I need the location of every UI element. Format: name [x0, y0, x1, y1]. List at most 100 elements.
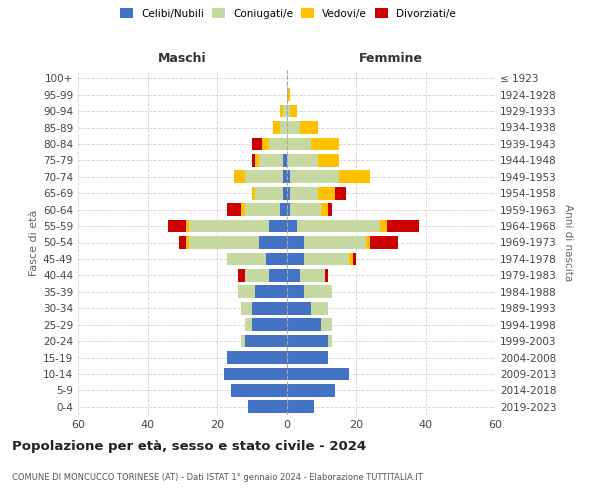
Bar: [252, 302, 287, 314]
Bar: [189, 236, 259, 249]
Bar: [287, 334, 328, 347]
Bar: [245, 334, 287, 347]
Bar: [287, 318, 321, 331]
Bar: [287, 286, 304, 298]
Bar: [241, 203, 245, 216]
Bar: [245, 170, 283, 183]
Bar: [272, 121, 280, 134]
Bar: [259, 236, 287, 249]
Bar: [283, 104, 287, 118]
Bar: [290, 187, 318, 200]
Text: Maschi: Maschi: [158, 52, 206, 65]
Bar: [387, 220, 419, 232]
Bar: [186, 220, 189, 232]
Bar: [252, 318, 287, 331]
Bar: [287, 138, 311, 150]
Bar: [328, 334, 332, 347]
Bar: [252, 138, 262, 150]
Bar: [287, 187, 290, 200]
Bar: [238, 269, 245, 282]
Bar: [290, 203, 321, 216]
Bar: [287, 302, 311, 314]
Bar: [179, 236, 186, 249]
Bar: [280, 203, 287, 216]
Bar: [255, 154, 259, 167]
Y-axis label: Fasce di età: Fasce di età: [29, 210, 39, 276]
Bar: [290, 170, 338, 183]
Text: COMUNE DI MONCUCCO TORINESE (AT) - Dati ISTAT 1° gennaio 2024 - Elaborazione TUT: COMUNE DI MONCUCCO TORINESE (AT) - Dati …: [12, 473, 423, 482]
Bar: [380, 220, 387, 232]
Text: Popolazione per età, sesso e stato civile - 2024: Popolazione per età, sesso e stato civil…: [12, 440, 366, 453]
Bar: [311, 138, 338, 150]
Bar: [287, 203, 290, 216]
Bar: [328, 203, 332, 216]
Bar: [224, 368, 287, 380]
Bar: [353, 252, 356, 266]
Bar: [227, 203, 241, 216]
Bar: [311, 302, 328, 314]
Bar: [321, 203, 328, 216]
Bar: [262, 138, 269, 150]
Bar: [290, 104, 297, 118]
Bar: [325, 269, 328, 282]
Bar: [287, 236, 304, 249]
Bar: [252, 187, 255, 200]
Bar: [349, 252, 353, 266]
Bar: [283, 170, 287, 183]
Bar: [252, 154, 255, 167]
Bar: [318, 187, 335, 200]
Bar: [287, 252, 304, 266]
Bar: [287, 384, 335, 397]
Bar: [269, 269, 287, 282]
Bar: [287, 121, 301, 134]
Bar: [269, 138, 287, 150]
Bar: [189, 220, 269, 232]
Bar: [304, 252, 349, 266]
Bar: [238, 286, 255, 298]
Bar: [318, 154, 338, 167]
Bar: [321, 318, 332, 331]
Bar: [287, 400, 314, 413]
Bar: [259, 154, 283, 167]
Bar: [227, 351, 287, 364]
Bar: [186, 236, 189, 249]
Bar: [287, 170, 290, 183]
Bar: [241, 302, 252, 314]
Legend: Celibi/Nubili, Coniugati/e, Vedovi/e, Divorziati/e: Celibi/Nubili, Coniugati/e, Vedovi/e, Di…: [117, 5, 459, 21]
Bar: [287, 88, 290, 101]
Bar: [231, 384, 287, 397]
Bar: [255, 187, 283, 200]
Bar: [304, 286, 332, 298]
Bar: [287, 269, 301, 282]
Bar: [235, 170, 245, 183]
Y-axis label: Anni di nascita: Anni di nascita: [563, 204, 573, 281]
Bar: [287, 351, 328, 364]
Bar: [338, 170, 370, 183]
Bar: [367, 236, 370, 249]
Bar: [287, 104, 290, 118]
Bar: [248, 400, 287, 413]
Bar: [280, 121, 287, 134]
Bar: [287, 154, 318, 167]
Bar: [245, 269, 269, 282]
Bar: [301, 269, 325, 282]
Bar: [245, 318, 252, 331]
Bar: [283, 154, 287, 167]
Bar: [301, 121, 318, 134]
Bar: [269, 220, 287, 232]
Bar: [280, 104, 283, 118]
Bar: [335, 187, 346, 200]
Bar: [169, 220, 186, 232]
Bar: [266, 252, 287, 266]
Bar: [255, 286, 287, 298]
Bar: [297, 220, 380, 232]
Bar: [287, 368, 349, 380]
Bar: [245, 203, 280, 216]
Bar: [227, 252, 266, 266]
Bar: [304, 236, 367, 249]
Bar: [370, 236, 398, 249]
Bar: [241, 334, 245, 347]
Bar: [283, 187, 287, 200]
Text: Femmine: Femmine: [359, 52, 423, 65]
Bar: [287, 220, 297, 232]
